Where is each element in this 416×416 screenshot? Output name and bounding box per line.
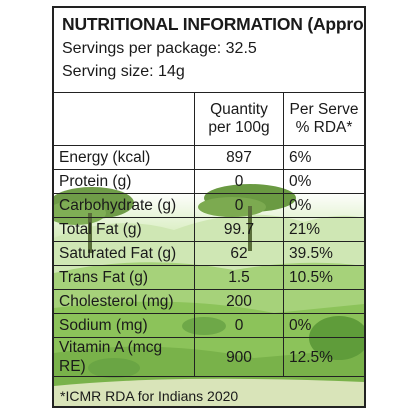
nutrient-name: Vitamin A (mcg RE) — [54, 337, 195, 377]
table-row: Carbohydrate (g) 0 0% — [54, 193, 364, 218]
table-row: Energy (kcal) 897 6% — [54, 145, 364, 170]
nutrition-label: NUTRITIONAL INFORMATION (Approx.) Servin… — [52, 6, 366, 408]
nutrient-name: Protein (g) — [54, 169, 195, 194]
nutrient-rda: 12.5% — [283, 337, 364, 377]
nutrient-rda: 0% — [283, 313, 364, 338]
header-quantity: Quantity per 100g — [194, 92, 284, 146]
table-row: Cholesterol (mg) 200 — [54, 289, 364, 314]
servings-per-package: Servings per package: 32.5 — [62, 40, 257, 57]
nutrient-rda — [283, 289, 364, 314]
header-rda: Per Serve % RDA* — [283, 92, 364, 146]
nutrient-quantity: 897 — [194, 145, 284, 170]
table-row: Protein (g) 0 0% — [54, 169, 364, 194]
table-row: Vitamin A (mcg RE) 900 12.5% — [54, 337, 364, 377]
header-nutrient — [54, 92, 195, 146]
nutrient-name: Trans Fat (g) — [54, 265, 195, 290]
nutrient-quantity: 0 — [194, 193, 284, 218]
nutrient-rda: 10.5% — [283, 265, 364, 290]
footnote: *ICMR RDA for Indians 2020 — [60, 388, 239, 404]
table-row: Saturated Fat (g) 62 39.5% — [54, 241, 364, 266]
nutrient-name: Sodium (mg) — [54, 313, 195, 338]
nutrient-name: Carbohydrate (g) — [54, 193, 195, 218]
nutrient-name: Energy (kcal) — [54, 145, 195, 170]
nutrient-quantity: 0 — [194, 313, 284, 338]
nutrient-quantity: 1.5 — [194, 265, 284, 290]
nutrient-name: Total Fat (g) — [54, 217, 195, 242]
nutrient-rda: 39.5% — [283, 241, 364, 266]
nutrient-quantity: 99.7 — [194, 217, 284, 242]
nutrient-rda: 21% — [283, 217, 364, 242]
nutrient-rda: 0% — [283, 169, 364, 194]
nutrient-quantity: 0 — [194, 169, 284, 194]
nutrient-name: Saturated Fat (g) — [54, 241, 195, 266]
nutrient-quantity: 200 — [194, 289, 284, 314]
table-row: Sodium (mg) 0 0% — [54, 313, 364, 338]
label-title: NUTRITIONAL INFORMATION (Approx.) — [62, 14, 366, 34]
serving-size: Serving size: 14g — [62, 63, 185, 80]
nutrient-rda: 0% — [283, 193, 364, 218]
nutrition-table: Quantity per 100g Per Serve % RDA* Energ… — [54, 92, 364, 377]
table-header-row: Quantity per 100g Per Serve % RDA* — [54, 92, 364, 146]
nutrient-quantity: 900 — [194, 337, 284, 377]
nutrient-quantity: 62 — [194, 241, 284, 266]
nutrient-rda: 6% — [283, 145, 364, 170]
nutrient-name: Cholesterol (mg) — [54, 289, 195, 314]
table-row: Trans Fat (g) 1.5 10.5% — [54, 265, 364, 290]
table-row: Total Fat (g) 99.7 21% — [54, 217, 364, 242]
